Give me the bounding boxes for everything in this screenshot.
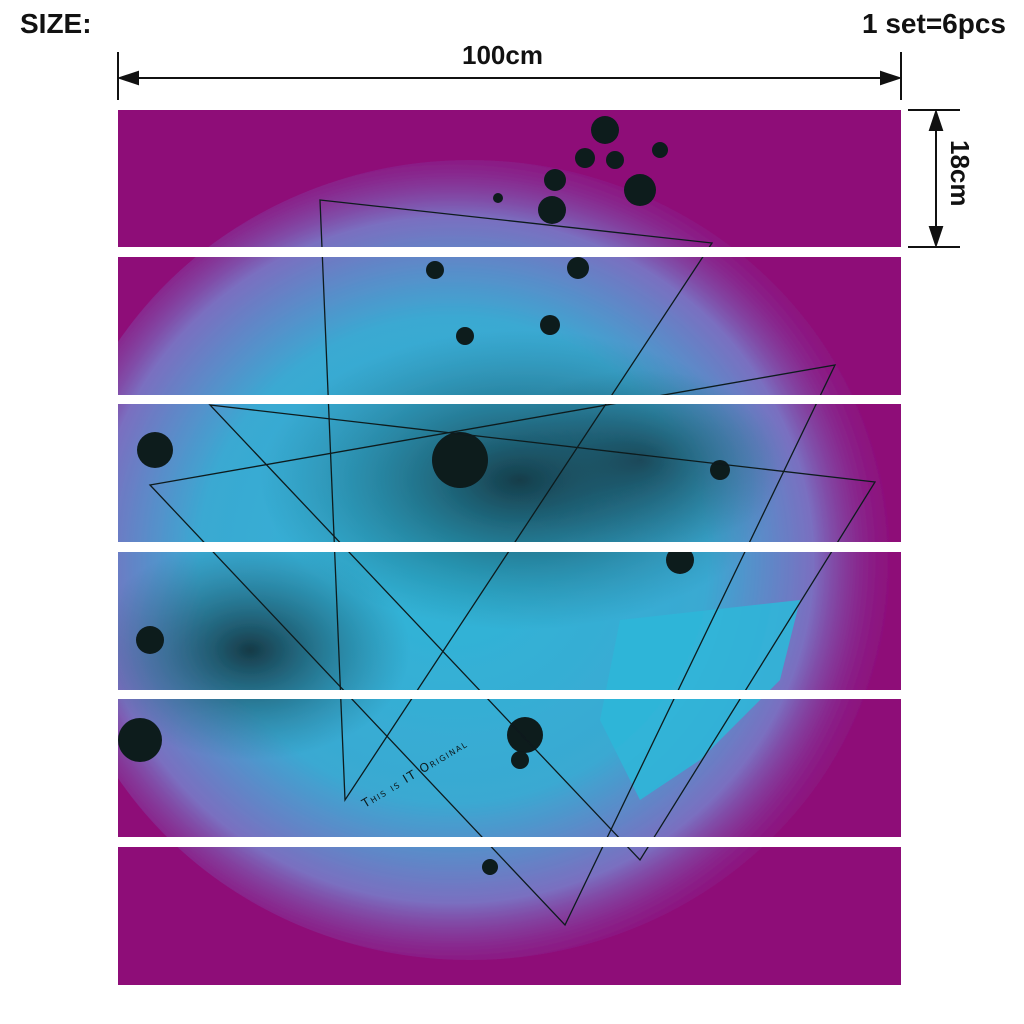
set-count-label: 1 set=6pcs [862, 8, 1006, 39]
size-label: SIZE: [20, 8, 92, 39]
triangle-lines [148, 199, 877, 927]
height-dimension-arrow [908, 108, 960, 249]
width-label: 100cm [462, 40, 543, 70]
artwork: This is IT Original [118, 110, 901, 985]
height-label: 18cm [945, 140, 975, 207]
ink-splatter [118, 116, 730, 875]
width-dimension-arrow [116, 52, 903, 100]
